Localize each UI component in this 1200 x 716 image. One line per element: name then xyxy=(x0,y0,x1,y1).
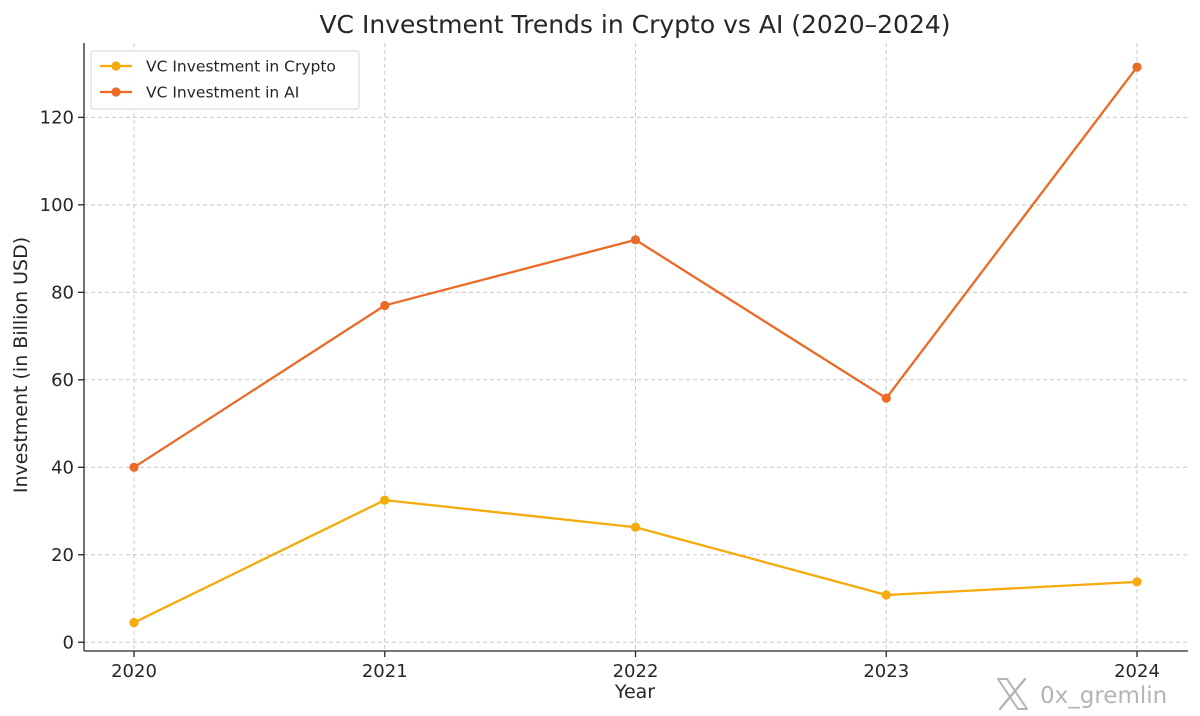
legend-label: VC Investment in AI xyxy=(146,84,299,102)
y-tick-label: 0 xyxy=(63,632,74,653)
y-tick-label: 80 xyxy=(51,282,74,303)
y-tick-label: 100 xyxy=(40,195,74,216)
data-point-ai xyxy=(380,300,390,311)
data-point-crypto xyxy=(1132,577,1142,587)
x-tick-label: 2020 xyxy=(111,661,157,682)
legend-swatch-marker xyxy=(111,61,121,71)
x-tick-label: 2024 xyxy=(1114,661,1160,682)
x-tick-label: 2021 xyxy=(362,661,408,682)
grid xyxy=(84,43,1188,651)
data-point-ai xyxy=(881,393,891,403)
watermark-handle: 0x_gremlin xyxy=(1040,683,1167,709)
y-axis-label: Investment (in Billion USD) xyxy=(10,237,32,493)
data-point-ai xyxy=(630,235,641,245)
y-tick-label: 40 xyxy=(51,457,74,478)
x-axis-label: Year xyxy=(614,681,655,703)
legend: VC Investment in Crypto VC Investment in … xyxy=(90,50,360,110)
legend-label: VC Investment in Crypto xyxy=(146,58,336,76)
series xyxy=(129,62,1142,628)
x-tick-label: 2022 xyxy=(613,661,659,682)
data-point-crypto xyxy=(881,590,891,600)
data-point-crypto xyxy=(630,522,641,532)
y-tick-label: 120 xyxy=(40,107,74,128)
ticks: 2020 2021 2022 2023 2024 0 20 40 60 80 100 120 xyxy=(40,107,1160,682)
chart-title: VC Investment Trends in Crypto vs AI (20… xyxy=(319,10,950,39)
y-tick-label: 60 xyxy=(51,370,74,391)
data-point-ai xyxy=(129,462,139,472)
x-logo-icon xyxy=(997,677,1028,711)
watermark: 0x_gremlin xyxy=(997,677,1167,711)
data-point-crypto xyxy=(129,617,139,628)
x-tick-label: 2023 xyxy=(863,661,909,682)
data-point-ai xyxy=(1132,62,1142,72)
legend-frame xyxy=(90,50,360,110)
data-point-crypto xyxy=(380,495,390,505)
legend-swatch-marker xyxy=(111,87,121,97)
y-tick-label: 20 xyxy=(51,545,74,566)
